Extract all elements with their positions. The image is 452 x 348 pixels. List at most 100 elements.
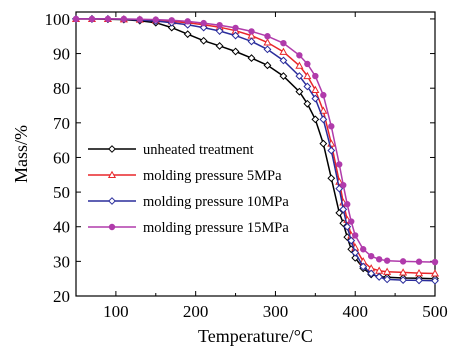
data-point xyxy=(303,99,312,108)
data-point xyxy=(264,33,271,40)
data-point xyxy=(399,258,407,265)
data-point xyxy=(351,248,360,257)
legend-label: unheated treatment xyxy=(143,142,254,158)
data-point xyxy=(344,201,351,208)
data-point xyxy=(280,39,287,47)
data-point xyxy=(431,276,439,285)
legend-swatch-marker xyxy=(108,223,116,231)
y-tick-label: 30 xyxy=(53,252,70,271)
data-point xyxy=(199,36,208,45)
data-point xyxy=(168,17,175,24)
x-tick-label: 300 xyxy=(263,302,289,321)
y-axis-title: Mass/% xyxy=(11,125,31,183)
data-point xyxy=(216,21,223,29)
y-tick-label: 20 xyxy=(53,287,70,306)
series-line xyxy=(76,18,436,282)
data-point xyxy=(183,30,192,39)
data-point xyxy=(399,276,407,284)
data-point xyxy=(414,268,424,277)
data-point xyxy=(311,94,320,103)
data-point xyxy=(136,16,144,23)
y-tick-label: 90 xyxy=(53,45,70,64)
data-point xyxy=(247,37,256,46)
data-point xyxy=(295,87,304,96)
data-point xyxy=(263,45,272,54)
data-point xyxy=(347,236,356,245)
data-point xyxy=(319,115,328,124)
data-point xyxy=(295,72,304,80)
data-point xyxy=(375,273,384,281)
plot-frame xyxy=(75,11,436,297)
y-tick-label: 50 xyxy=(53,183,70,202)
data-point xyxy=(104,15,112,23)
data-point xyxy=(311,85,320,93)
y-tick-label: 70 xyxy=(53,114,70,133)
data-point xyxy=(231,47,240,56)
data-point xyxy=(184,18,191,25)
data-point xyxy=(199,23,208,32)
data-point xyxy=(295,61,304,69)
data-point xyxy=(359,262,368,271)
data-point xyxy=(200,19,207,27)
data-point xyxy=(247,54,256,62)
data-point xyxy=(367,252,375,260)
data-point xyxy=(383,267,392,275)
series-2 xyxy=(72,15,439,285)
data-point xyxy=(383,257,391,264)
data-point xyxy=(304,60,311,68)
data-point xyxy=(348,218,355,225)
data-point xyxy=(415,276,423,285)
data-point xyxy=(231,31,240,40)
data-point xyxy=(340,181,347,189)
data-point xyxy=(327,146,336,155)
data-point xyxy=(248,28,255,35)
data-point xyxy=(232,24,239,32)
legend-swatch-marker xyxy=(108,197,116,205)
x-tick-label: 500 xyxy=(422,302,448,321)
x-axis-title: Temperature/°C xyxy=(198,326,313,346)
data-point xyxy=(328,123,335,130)
series-3 xyxy=(72,15,439,266)
data-point xyxy=(430,269,440,277)
legend-swatch-marker xyxy=(108,145,116,153)
x-tick-label: 200 xyxy=(183,302,209,321)
data-point xyxy=(383,275,392,284)
data-point xyxy=(415,258,423,265)
data-point xyxy=(320,91,327,99)
data-point xyxy=(352,232,359,239)
axis-ticks: 100 200 300 400 500 20 30 40 50 60 70 80 90 100 xyxy=(45,10,448,321)
data-point xyxy=(120,15,128,23)
y-tick-label: 40 xyxy=(53,218,70,237)
data-point xyxy=(339,205,348,214)
data-point xyxy=(215,27,224,35)
legend-label: molding pressure 10MPa xyxy=(143,194,289,210)
data-point xyxy=(375,256,383,263)
data-point xyxy=(399,268,408,276)
legend-swatch-marker xyxy=(107,170,117,179)
data-point xyxy=(335,208,344,217)
y-tick-label: 60 xyxy=(53,148,70,167)
data-point xyxy=(367,269,376,278)
legend-label: molding pressure 15MPa xyxy=(143,220,289,236)
data-point xyxy=(336,161,343,168)
data-point xyxy=(360,246,367,253)
data-point xyxy=(263,61,272,70)
data-point xyxy=(279,47,288,55)
data-point xyxy=(279,72,288,80)
data-point xyxy=(319,106,328,114)
data-point xyxy=(312,72,319,80)
series-layer xyxy=(71,14,440,285)
data-point xyxy=(296,52,303,59)
data-point xyxy=(319,139,328,148)
data-point xyxy=(311,115,320,124)
data-point xyxy=(167,23,176,32)
data-point xyxy=(343,222,352,231)
legend: unheated treatment molding pressure 5MPa m… xyxy=(88,142,289,236)
y-tick-label: 100 xyxy=(45,10,71,29)
data-point xyxy=(279,56,288,65)
x-tick-label: 100 xyxy=(103,302,129,321)
data-point xyxy=(88,15,96,23)
data-point xyxy=(263,38,272,46)
data-point xyxy=(152,16,159,23)
